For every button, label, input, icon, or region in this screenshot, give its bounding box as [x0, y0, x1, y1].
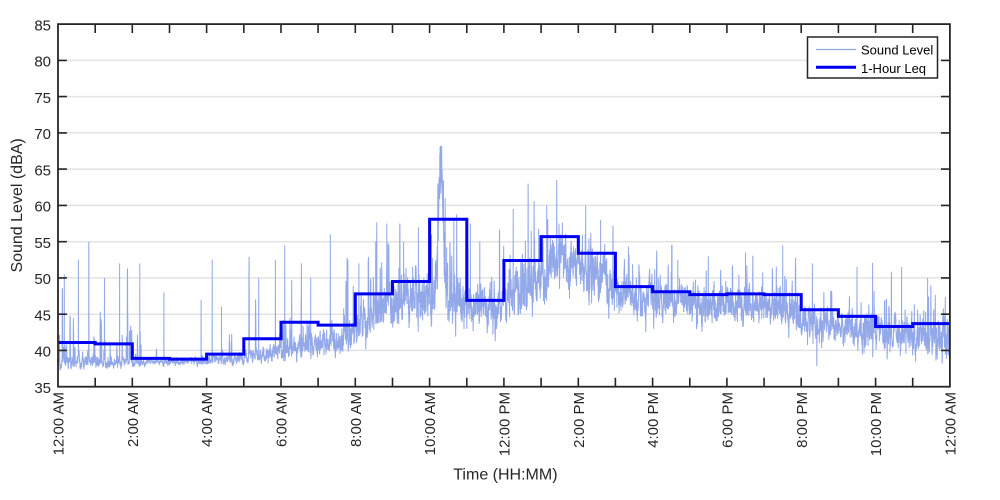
svg-text:12:00 PM: 12:00 PM — [497, 392, 514, 456]
svg-text:6:00 AM: 6:00 AM — [274, 392, 291, 447]
svg-text:45: 45 — [34, 307, 51, 324]
svg-text:2:00 PM: 2:00 PM — [571, 392, 588, 448]
svg-text:Sound Level (dBA): Sound Level (dBA) — [9, 138, 26, 272]
svg-text:12:00 AM: 12:00 AM — [51, 392, 68, 455]
svg-text:35: 35 — [34, 380, 51, 397]
svg-text:70: 70 — [34, 126, 51, 143]
svg-text:85: 85 — [34, 17, 51, 34]
svg-text:8:00 AM: 8:00 AM — [348, 392, 365, 447]
svg-text:6:00 PM: 6:00 PM — [720, 392, 737, 448]
svg-text:65: 65 — [34, 162, 51, 179]
svg-text:8:00 PM: 8:00 PM — [794, 392, 811, 448]
svg-text:60: 60 — [34, 199, 51, 216]
svg-text:4:00 AM: 4:00 AM — [199, 392, 216, 447]
svg-text:80: 80 — [34, 54, 51, 71]
svg-text:75: 75 — [34, 90, 51, 107]
svg-text:12:00 AM: 12:00 AM — [943, 392, 960, 455]
svg-text:40: 40 — [34, 344, 51, 361]
svg-text:10:00 PM: 10:00 PM — [868, 392, 885, 456]
svg-text:50: 50 — [34, 271, 51, 288]
svg-text:2:00 AM: 2:00 AM — [125, 392, 142, 447]
svg-text:Sound Level: Sound Level — [861, 43, 933, 58]
svg-text:4:00 PM: 4:00 PM — [645, 392, 662, 448]
svg-text:1-Hour Leq: 1-Hour Leq — [861, 61, 926, 76]
svg-text:10:00 AM: 10:00 AM — [422, 392, 439, 455]
svg-text:55: 55 — [34, 235, 51, 252]
svg-text:Time (HH:MM): Time (HH:MM) — [453, 466, 557, 483]
